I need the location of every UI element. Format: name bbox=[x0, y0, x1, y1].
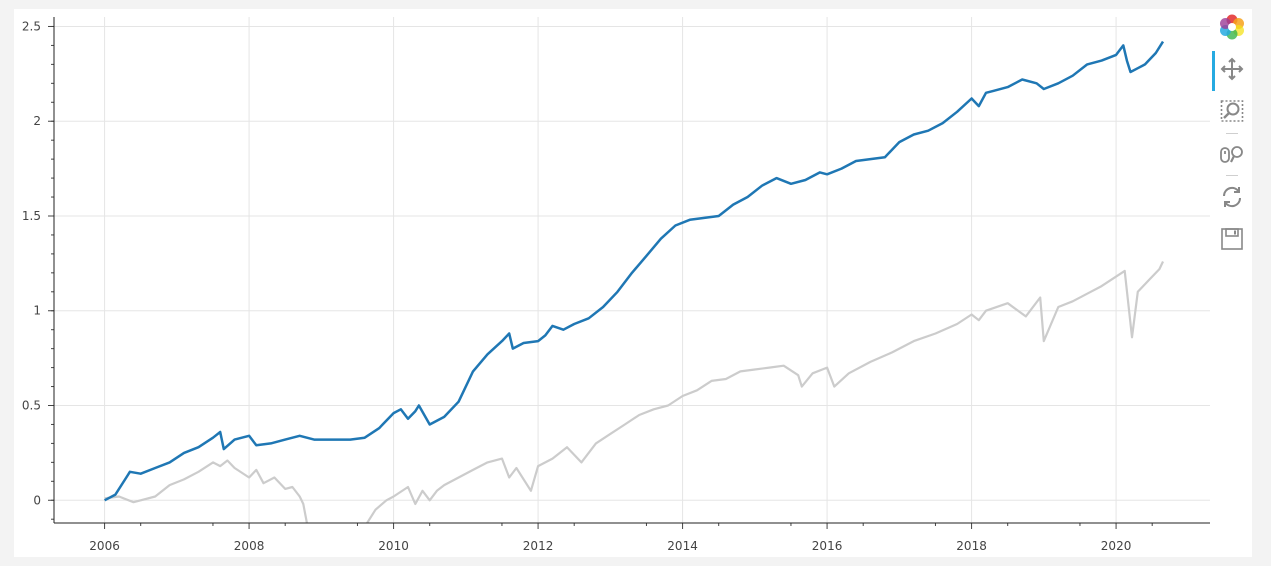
y-tick-label: 1.5 bbox=[22, 209, 41, 223]
x-tick-label: 2014 bbox=[667, 539, 698, 553]
box-zoom-icon[interactable] bbox=[1218, 97, 1246, 125]
x-tick-label: 2012 bbox=[523, 539, 554, 553]
line-chart[interactable]: 2006 2008 2010 2012 2014 2016 2018 2020 0 0.5 1 1.5… bbox=[14, 9, 1212, 557]
x-tick-label: 2008 bbox=[234, 539, 265, 553]
x-tick-label: 2006 bbox=[89, 539, 120, 553]
toolbar-separator bbox=[1226, 175, 1238, 176]
chart-toolbar bbox=[1212, 11, 1252, 261]
wheel-zoom-icon[interactable] bbox=[1218, 141, 1246, 169]
x-tick-label: 2020 bbox=[1101, 539, 1132, 553]
pan-icon[interactable] bbox=[1212, 51, 1246, 91]
y-tick-label: 0.5 bbox=[22, 399, 41, 413]
reset-icon[interactable] bbox=[1218, 183, 1246, 211]
y-tick-label: 0 bbox=[33, 493, 41, 507]
x-tick-label: 2018 bbox=[956, 539, 987, 553]
chart-frame: 2006 2008 2010 2012 2014 2016 2018 2020 0 0.5 1 1.5… bbox=[14, 9, 1252, 557]
toolbar-separator bbox=[1226, 133, 1238, 134]
y-tick-label: 2 bbox=[33, 114, 41, 128]
series-line-1 bbox=[104, 40, 1165, 502]
grid bbox=[54, 17, 1210, 523]
y-tick-label: 2.5 bbox=[22, 19, 41, 33]
bokeh-logo-icon[interactable] bbox=[1218, 13, 1246, 41]
y-tick-label: 1 bbox=[33, 304, 41, 318]
save-icon[interactable] bbox=[1218, 225, 1246, 253]
x-tick-label: 2016 bbox=[812, 539, 843, 553]
series-line-2 bbox=[104, 261, 1164, 523]
x-tick-label: 2010 bbox=[378, 539, 409, 553]
